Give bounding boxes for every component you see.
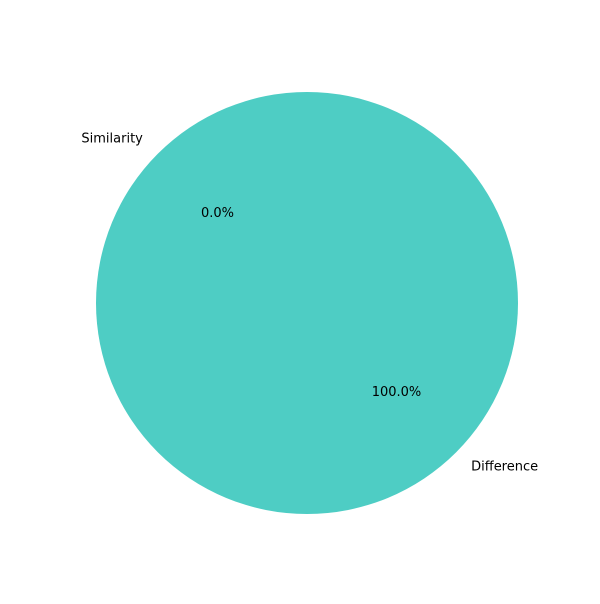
pie-slice-difference [96,92,518,514]
slice-label-difference: Difference [471,460,538,475]
slice-percent-difference: 100.0% [372,385,422,400]
pie-slices [96,92,518,514]
pie-labels: Similarity 0.0% Difference 100.0% [81,131,538,474]
slice-label-similarity: Similarity [81,131,143,146]
slice-percent-similarity: 0.0% [201,206,234,221]
